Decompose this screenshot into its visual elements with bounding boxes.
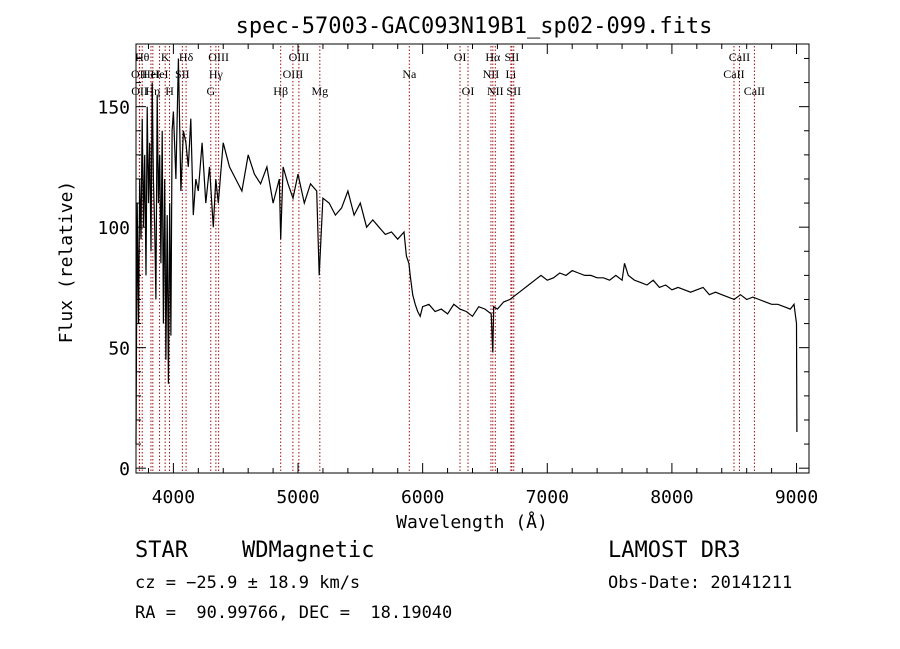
- spectral-line-label: OIII: [208, 50, 229, 64]
- spectral-line-label: SII: [506, 84, 521, 98]
- spectral-line-label: G: [206, 84, 215, 98]
- object-class: STAR: [135, 538, 188, 563]
- spectral-line-label: CaII: [723, 67, 744, 81]
- line-labels: OIIOIIHθHeIHηHeIKHSIIHδGHγOIIIHβOIIIOIII…: [131, 50, 765, 98]
- spectral-line-label: Hγ: [209, 67, 224, 81]
- spectral-line-label: NII: [483, 67, 500, 81]
- y-tick-label: 0: [119, 459, 130, 480]
- spectral-line-label: CaII: [744, 84, 765, 98]
- spectral-line-label: CaII: [729, 50, 750, 64]
- spectral-line-label: SII: [505, 50, 520, 64]
- spectral-line-label: Li: [506, 67, 517, 81]
- spectral-line-label: OI: [462, 84, 475, 98]
- spectral-line-label: NII: [487, 84, 504, 98]
- spectral-line-label: SII: [175, 67, 190, 81]
- spectral-line-label: Mg: [311, 84, 328, 98]
- sky-coordinates: RA = 90.99766, DEC = 18.19040: [135, 603, 453, 623]
- y-tick-label: 150: [97, 98, 130, 119]
- spectral-line-label: OII: [131, 67, 148, 81]
- object-subclass: WDMagnetic: [242, 538, 375, 563]
- spectral-line-label: OI: [454, 50, 467, 64]
- y-tick-label: 100: [97, 218, 130, 239]
- x-tick-label: 5000: [276, 487, 319, 508]
- survey-name: LAMOST DR3: [608, 538, 741, 563]
- spectral-line-label: OIII: [283, 67, 304, 81]
- y-tick-label: 50: [108, 339, 130, 360]
- spectral-line-label: OIII: [289, 50, 310, 64]
- spectral-line-label: K: [161, 50, 170, 64]
- spectrum-series-line: [135, 58, 798, 445]
- spectral-line-label: Na: [402, 67, 417, 81]
- spectral-line-label: Hβ: [273, 84, 288, 98]
- x-tick-label: 6000: [401, 487, 444, 508]
- spectral-line-label: Hδ: [179, 50, 194, 64]
- observation-date: Obs-Date: 20141211: [608, 573, 793, 593]
- y-axis-label: Flux (relative): [56, 181, 77, 344]
- x-tick-label: 4000: [152, 487, 195, 508]
- axis-ticks: 4000 5000 6000 7000 8000 9000 0 50 100 150: [97, 44, 818, 508]
- spectral-line-label: H: [165, 84, 174, 98]
- spectral-line-label: HeI: [142, 67, 160, 81]
- redshift-velocity: cz = −25.9 ± 18.9 km/s: [135, 573, 361, 593]
- chart-title: spec-57003-GAC093N19B1_sp02-099.fits: [236, 14, 713, 39]
- x-tick-label: 7000: [526, 487, 569, 508]
- line-markers: [138, 46, 755, 472]
- spectral-line-label: OII: [131, 84, 148, 98]
- x-tick-label: 8000: [650, 487, 693, 508]
- x-tick-label: 9000: [775, 487, 818, 508]
- plot-frame: [135, 43, 810, 474]
- spectral-line-label: HeI: [151, 67, 169, 81]
- spectral-line-label: Hα: [485, 50, 501, 64]
- spectral-line-label: Hθ: [135, 50, 150, 64]
- x-axis-label: Wavelength (Å): [396, 511, 548, 533]
